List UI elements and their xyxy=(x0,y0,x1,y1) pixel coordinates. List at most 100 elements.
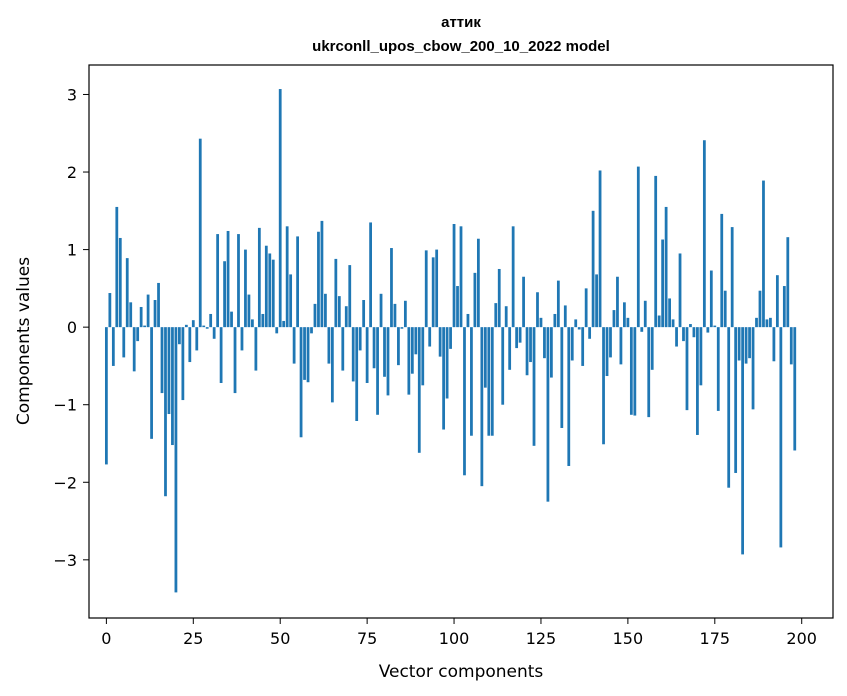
bar xyxy=(362,300,366,328)
bar xyxy=(264,245,268,328)
bar xyxy=(765,319,769,328)
bar xyxy=(188,327,192,363)
bar xyxy=(355,327,359,421)
bar xyxy=(237,234,240,328)
bar xyxy=(744,327,748,364)
bar xyxy=(108,293,112,328)
x-tick-label: 150 xyxy=(613,629,644,648)
bar xyxy=(470,327,473,436)
bar xyxy=(410,327,414,374)
y-tick-label: −3 xyxy=(53,551,77,570)
bar xyxy=(268,253,272,328)
bar xyxy=(793,327,797,451)
bar xyxy=(115,206,119,328)
y-axis-label: Components values xyxy=(14,257,34,425)
bar xyxy=(449,327,452,349)
bar xyxy=(483,327,487,388)
bar xyxy=(403,300,407,328)
bar xyxy=(702,140,706,328)
bar xyxy=(692,327,696,338)
bar xyxy=(261,313,265,328)
bar xyxy=(407,327,411,395)
bar xyxy=(522,276,525,328)
bar xyxy=(310,327,313,334)
bar xyxy=(456,286,459,328)
bar xyxy=(230,311,233,328)
bar xyxy=(369,222,372,328)
bar xyxy=(285,226,289,328)
bar xyxy=(358,327,362,351)
bar xyxy=(720,213,724,328)
bar xyxy=(567,327,571,466)
bar xyxy=(271,259,275,328)
bar xyxy=(769,317,772,328)
bar xyxy=(296,236,299,328)
bar xyxy=(487,327,491,436)
bar xyxy=(143,325,147,328)
bar xyxy=(330,327,334,403)
bar xyxy=(588,327,592,339)
bar xyxy=(435,249,439,328)
bar xyxy=(198,138,202,328)
bar xyxy=(344,306,348,328)
bar xyxy=(550,327,553,378)
bar xyxy=(431,257,435,328)
bar xyxy=(640,327,644,332)
bar xyxy=(730,227,734,328)
chart-title-line2: ukrconll_upos_cbow_200_10_2022 model xyxy=(312,38,610,55)
bar xyxy=(150,327,153,439)
bar xyxy=(664,206,668,328)
bar xyxy=(334,258,338,328)
bar xyxy=(445,327,449,399)
bar xyxy=(153,300,157,328)
bar xyxy=(223,261,226,328)
bar xyxy=(414,327,418,355)
bar xyxy=(706,327,710,333)
bar xyxy=(244,249,247,328)
bar xyxy=(191,320,195,328)
bar xyxy=(543,327,546,359)
bar xyxy=(595,274,598,328)
bar xyxy=(390,248,393,328)
bar xyxy=(324,293,327,328)
bar xyxy=(508,327,512,370)
bar xyxy=(195,327,199,351)
bar xyxy=(383,327,386,377)
y-tick-label: 1 xyxy=(67,241,77,260)
bar xyxy=(650,327,654,370)
bar xyxy=(393,303,397,328)
bar xyxy=(219,327,223,383)
bar xyxy=(584,288,588,328)
bar xyxy=(337,296,341,328)
bar xyxy=(233,327,237,394)
x-tick-label: 125 xyxy=(526,629,557,648)
y-tick-label: 2 xyxy=(67,163,77,182)
bar xyxy=(299,327,303,438)
bar xyxy=(257,227,261,328)
bar xyxy=(716,327,720,411)
bar xyxy=(139,306,143,328)
bar xyxy=(591,210,595,328)
plot-frame xyxy=(88,64,834,619)
bar xyxy=(132,327,136,372)
bar xyxy=(341,327,345,371)
bar xyxy=(532,327,536,446)
bar xyxy=(376,327,379,415)
bar xyxy=(181,327,185,401)
x-tick-label: 50 xyxy=(270,629,290,648)
x-axis-ticks: 0 25 50 75 100 125 150 175 200 xyxy=(101,618,817,648)
bar xyxy=(675,327,678,347)
bar xyxy=(480,327,484,487)
bar xyxy=(539,317,543,328)
bar xyxy=(476,238,480,328)
bar xyxy=(424,250,428,328)
bar xyxy=(602,327,605,445)
bar xyxy=(657,315,661,328)
bar xyxy=(762,180,765,328)
bar xyxy=(758,290,762,328)
bar xyxy=(616,276,619,328)
y-tick-label: 3 xyxy=(67,85,77,104)
bar xyxy=(536,292,539,328)
bar xyxy=(400,327,404,329)
bar xyxy=(563,305,567,328)
